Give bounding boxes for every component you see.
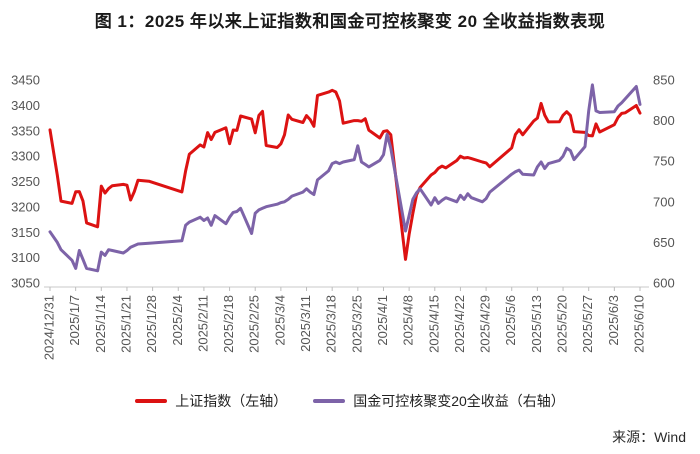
x-axis-tick-label: 2025/3/18	[324, 295, 339, 353]
legend-label-sse: 上证指数（左轴）	[175, 393, 288, 409]
right-axis-tick-label: 650	[653, 235, 675, 250]
right-axis-tick-label: 800	[653, 113, 675, 128]
left-axis-tick-label: 3250	[11, 174, 40, 189]
x-axis-tick-label: 2025/1/14	[93, 295, 108, 353]
right-axis-tick-label: 600	[653, 276, 675, 291]
left-axis-tick-label: 3050	[11, 276, 40, 291]
right-axis-tick-label: 700	[653, 194, 675, 209]
x-axis-tick-label: 2024/12/31	[42, 295, 57, 360]
purple-line-swatch-icon	[313, 399, 346, 403]
x-axis-tick-label: 2025/4/22	[452, 295, 467, 353]
x-axis-tick-label: 2025/5/27	[580, 295, 595, 353]
x-axis-tick-label: 2025/5/13	[529, 295, 544, 353]
series-line-0	[48, 88, 642, 261]
left-axis-tick-label: 3350	[11, 123, 40, 138]
legend-item-sse-index: 上证指数（左轴）	[135, 391, 287, 411]
x-axis-tick-label: 2025/3/25	[349, 295, 364, 353]
x-axis-tick-label: 2025/3/11	[298, 295, 313, 352]
x-axis-tick-label: 2025/3/4	[272, 295, 287, 346]
left-axis-tick-label: 3100	[11, 250, 40, 265]
x-axis-tick-label: 2025/2/11	[195, 295, 210, 352]
x-axis-tick-label: 2025/4/8	[401, 295, 416, 346]
left-axis-tick-label: 3300	[11, 149, 40, 164]
x-axis-tick-label: 2025/4/1	[375, 295, 390, 346]
x-axis-tick-label: 2025/5/6	[503, 295, 518, 346]
legend: 上证指数（左轴） 国金可控核聚变20全收益（右轴）	[0, 391, 700, 411]
right-axis-tick-label: 850	[653, 73, 675, 88]
left-axis-tick-label: 3400	[11, 98, 40, 113]
legend-item-fusion-index: 国金可控核聚变20全收益（右轴）	[313, 391, 565, 411]
x-axis-tick-label: 2025/5/20	[555, 295, 570, 353]
chart-plot-area: 2024/12/31 2025/1/7 2025/1/14 2025/1/21 2025…	[11, 73, 675, 361]
series-line-1	[48, 83, 642, 273]
legend-label-fusion: 国金可控核聚变20全收益（右轴）	[353, 393, 565, 409]
x-axis-tick-label: 2025/6/3	[606, 295, 621, 346]
x-axis-tick-label: 2025/4/15	[426, 295, 441, 353]
source-attribution: 来源：Wind	[612, 429, 686, 445]
x-axis-tick-label: 2025/2/4	[170, 295, 185, 346]
x-axis-tick-label: 2025/1/28	[144, 295, 159, 353]
x-axis-tick-label: 2025/6/10	[632, 295, 647, 353]
right-axis-tick-label: 750	[653, 154, 675, 169]
x-axis-tick-label: 2025/1/7	[67, 295, 82, 346]
left-axis-tick-label: 3150	[11, 225, 40, 240]
x-axis-tick-label: 2025/1/21	[118, 295, 133, 353]
left-axis-tick-label: 3200	[11, 199, 40, 214]
x-axis-tick-label: 2025/2/18	[221, 295, 236, 353]
red-line-swatch-icon	[135, 399, 168, 403]
left-axis-tick-label: 3450	[11, 73, 40, 88]
x-axis-tick-label: 2025/2/25	[247, 295, 262, 353]
x-axis-tick-label: 2025/4/29	[478, 295, 493, 353]
chart-title: 图 1：2025 年以来上证指数和国金可控核聚变 20 全收益指数表现	[94, 12, 606, 31]
